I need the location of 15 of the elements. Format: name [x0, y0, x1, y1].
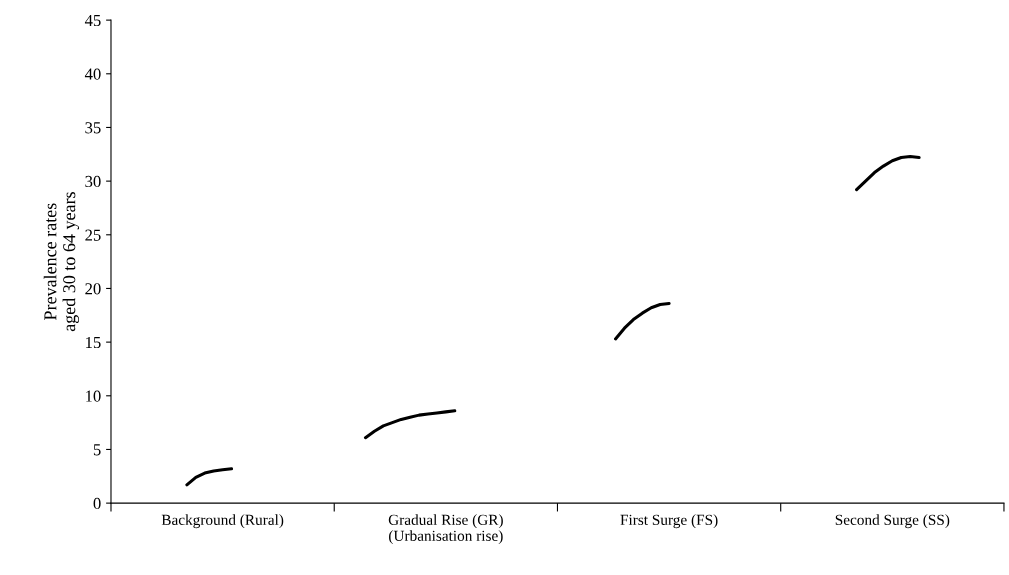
x-tick-label: First Surge (FS) — [620, 514, 718, 529]
x-tick-label: Second Surge (SS) — [835, 514, 950, 529]
y-tick-label: 35 — [85, 122, 101, 134]
y-tick-label: 40 — [84, 68, 101, 80]
y-tick-label: 30 — [85, 175, 101, 188]
y-tick-label: 20 — [85, 283, 101, 295]
y-tick-label: 0 — [93, 497, 101, 510]
y-tick-label: 15 — [86, 336, 101, 349]
x-tick-label: Gradual Rise (GR) (Urbanisation rise) — [388, 514, 503, 545]
y-tick-label: 5 — [93, 444, 101, 456]
x-tick-label: Background (Rural) — [161, 514, 284, 529]
y-axis-title: Prevalence rates aged 30 to 64 years — [43, 192, 80, 332]
y-tick-label: 25 — [85, 229, 101, 241]
y-tick-label: 45 — [84, 14, 101, 27]
y-tick-label: 10 — [86, 390, 101, 402]
